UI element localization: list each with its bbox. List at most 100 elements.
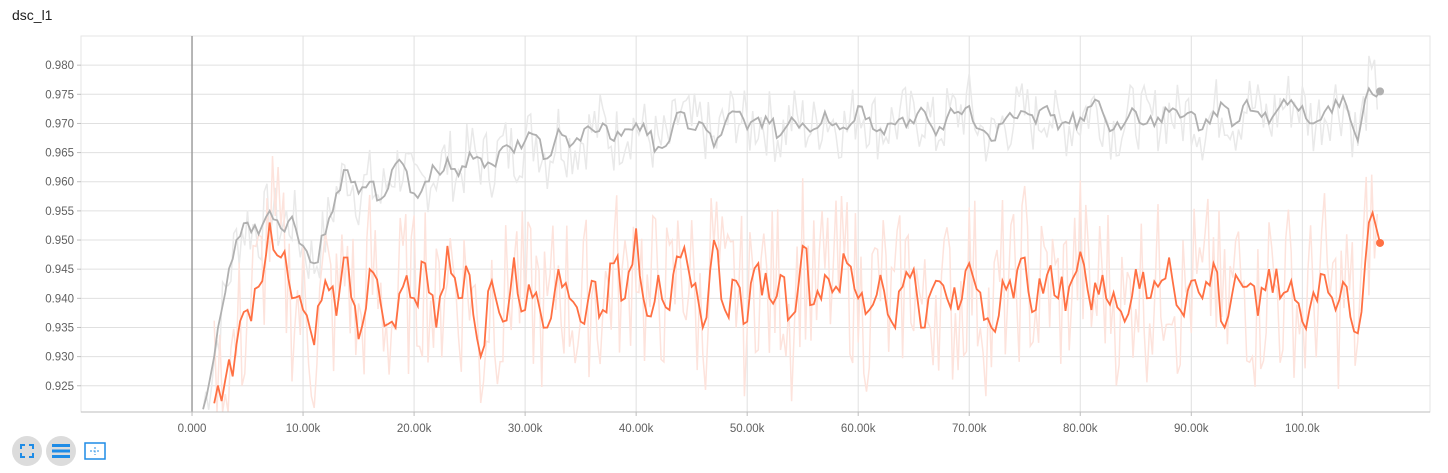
data-point — [601, 121, 605, 125]
data-point — [345, 256, 349, 260]
y-tick-label: 0.950 — [45, 235, 74, 247]
data-point — [1112, 127, 1116, 131]
data-point — [845, 127, 849, 131]
data-point — [290, 215, 294, 219]
data-point — [1367, 86, 1371, 90]
data-point — [1023, 110, 1027, 114]
data-point — [468, 151, 472, 155]
data-point — [390, 320, 394, 324]
x-tick-label: 40.00k — [619, 423, 654, 433]
series-line — [202, 86, 1381, 410]
data-point — [701, 325, 705, 329]
data-point — [1067, 285, 1071, 289]
data-point — [512, 151, 516, 155]
data-point — [756, 261, 760, 265]
data-point — [890, 320, 894, 324]
data-point — [812, 127, 816, 131]
data-point — [767, 121, 771, 125]
data-point — [445, 156, 449, 160]
data-point — [1123, 121, 1127, 125]
data-point — [1100, 273, 1104, 277]
data-point — [490, 162, 494, 166]
chart-svg[interactable]: 0.925 0.930 0.935 0.940 0.945 0.950 0.955 0.960… — [0, 0, 1448, 433]
x-tick-label: 0.000 — [178, 423, 207, 433]
data-point — [423, 261, 427, 265]
data-point — [579, 139, 583, 143]
series-end-marker — [1376, 87, 1385, 96]
y-tick-label: 0.945 — [45, 264, 74, 276]
data-point — [323, 232, 327, 236]
data-point — [1256, 110, 1260, 114]
data-point — [1078, 116, 1082, 120]
data-point — [212, 401, 216, 405]
data-point — [556, 127, 560, 131]
data-point — [1034, 121, 1038, 125]
data-point — [945, 116, 949, 120]
data-point — [290, 296, 294, 300]
data-point — [1334, 98, 1338, 102]
data-point — [501, 320, 505, 324]
y-tick-label: 0.940 — [45, 293, 74, 305]
data-point — [368, 180, 372, 184]
data-point — [867, 116, 871, 120]
data-point — [734, 110, 738, 114]
data-point — [556, 267, 560, 271]
fit-domain-button[interactable] — [80, 436, 110, 466]
data-point — [1278, 296, 1282, 300]
axis-layer: 0.925 0.930 0.935 0.940 0.945 0.950 0.955 0.960… — [45, 60, 1430, 433]
data-point — [1100, 110, 1104, 114]
data-point — [623, 127, 627, 131]
y-tick-label: 0.970 — [45, 118, 74, 130]
data-point — [268, 209, 272, 213]
data-point — [967, 261, 971, 265]
data-point — [1200, 296, 1204, 300]
expand-icon — [20, 444, 34, 458]
data-point — [1345, 104, 1349, 108]
data-point — [823, 273, 827, 277]
data-point — [1167, 110, 1171, 114]
data-point — [1123, 320, 1127, 324]
data-point — [690, 285, 694, 289]
data-point — [568, 296, 572, 300]
data-point — [334, 314, 338, 318]
data-point — [357, 337, 361, 341]
raw-series-line — [202, 55, 1379, 410]
data-point — [989, 139, 993, 143]
data-point — [923, 110, 927, 114]
log-scale-button[interactable] — [46, 436, 76, 466]
data-point — [823, 110, 827, 114]
y-tick-label: 0.935 — [45, 322, 74, 334]
data-point — [257, 285, 261, 289]
raw-series-layer — [202, 55, 1379, 413]
data-point — [679, 110, 683, 114]
data-point — [1245, 285, 1249, 289]
y-tick-label: 0.955 — [45, 206, 74, 218]
data-point — [1134, 267, 1138, 271]
data-point — [856, 296, 860, 300]
x-tick-label: 20.00k — [397, 423, 432, 433]
data-point — [1256, 314, 1260, 318]
data-point — [967, 104, 971, 108]
data-point — [279, 226, 283, 230]
data-point — [790, 314, 794, 318]
data-point — [1323, 110, 1327, 114]
data-point — [312, 261, 316, 265]
data-point — [512, 256, 516, 260]
data-point — [912, 267, 916, 271]
data-point — [1278, 104, 1282, 108]
data-point — [1223, 104, 1227, 108]
data-point — [667, 139, 671, 143]
data-point — [423, 180, 427, 184]
data-point — [1211, 110, 1215, 114]
data-point — [468, 273, 472, 277]
data-point — [623, 296, 627, 300]
data-point — [856, 104, 860, 108]
expand-button[interactable] — [12, 436, 42, 466]
data-point — [401, 285, 405, 289]
data-point — [690, 127, 694, 131]
data-point — [934, 133, 938, 137]
data-point — [1034, 308, 1038, 312]
data-point — [878, 127, 882, 131]
data-point — [845, 261, 849, 265]
x-tick-label: 50.00k — [730, 423, 765, 433]
